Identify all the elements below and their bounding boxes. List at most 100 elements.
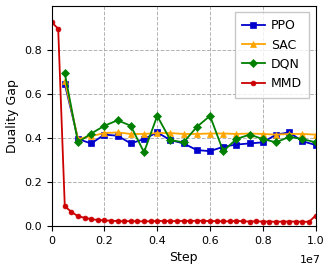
SAC [168, 131, 172, 135]
PPO [76, 137, 80, 141]
MMD [241, 220, 245, 223]
SAC [155, 131, 159, 135]
MMD [50, 21, 53, 24]
PPO [221, 145, 225, 149]
DQN [129, 124, 133, 127]
DQN [76, 141, 80, 144]
MMD [261, 220, 265, 223]
MMD [267, 220, 271, 223]
SAC [182, 132, 185, 136]
DQN [261, 137, 265, 141]
MMD [274, 220, 278, 223]
PPO [300, 140, 304, 143]
DQN [195, 125, 199, 129]
MMD [175, 220, 179, 223]
DQN [221, 150, 225, 153]
MMD [89, 218, 93, 221]
MMD [228, 220, 232, 223]
MMD [63, 205, 67, 208]
MMD [221, 220, 225, 223]
MMD [201, 219, 205, 222]
DQN [287, 135, 291, 139]
PPO [102, 133, 106, 136]
DQN [300, 137, 304, 141]
DQN [102, 124, 106, 127]
SAC [287, 132, 291, 136]
DQN [155, 114, 159, 117]
PPO [248, 142, 251, 145]
SAC [221, 132, 225, 135]
DQN [274, 141, 278, 144]
SAC [274, 133, 278, 136]
SAC [300, 132, 304, 136]
MMD [254, 220, 258, 223]
DQN [115, 119, 119, 122]
SAC [142, 132, 146, 136]
DQN [234, 137, 238, 141]
PPO [168, 139, 172, 142]
MMD [115, 220, 119, 223]
PPO [115, 134, 119, 137]
MMD [155, 219, 159, 222]
MMD [142, 220, 146, 223]
PPO [234, 143, 238, 146]
Line: DQN: DQN [62, 70, 319, 156]
MMD [208, 220, 212, 223]
MMD [135, 220, 139, 223]
MMD [56, 27, 60, 30]
DQN [89, 132, 93, 135]
SAC [234, 132, 238, 136]
MMD [248, 220, 251, 223]
SAC [314, 133, 317, 136]
MMD [307, 220, 311, 223]
PPO [314, 143, 317, 147]
PPO [208, 150, 212, 153]
MMD [76, 215, 80, 218]
MMD [214, 220, 218, 223]
MMD [129, 220, 133, 223]
SAC [195, 132, 199, 136]
PPO [195, 148, 199, 152]
Line: MMD: MMD [49, 20, 318, 224]
MMD [287, 220, 291, 223]
PPO [287, 131, 291, 134]
PPO [155, 131, 159, 134]
DQN [208, 114, 212, 117]
Text: 1e7: 1e7 [300, 255, 321, 265]
Legend: PPO, SAC, DQN, MMD: PPO, SAC, DQN, MMD [235, 12, 310, 97]
MMD [109, 219, 113, 222]
MMD [294, 220, 298, 223]
MMD [182, 219, 185, 222]
MMD [148, 220, 152, 223]
MMD [234, 219, 238, 222]
MMD [188, 220, 192, 223]
PPO [261, 141, 265, 144]
MMD [102, 219, 106, 222]
DQN [182, 141, 185, 144]
PPO [129, 142, 133, 145]
SAC [248, 132, 251, 135]
MMD [96, 218, 100, 222]
SAC [102, 131, 106, 135]
Line: SAC: SAC [62, 77, 319, 142]
SAC [76, 137, 80, 141]
PPO [142, 137, 146, 141]
MMD [122, 220, 126, 223]
PPO [63, 82, 67, 86]
MMD [314, 214, 317, 217]
SAC [208, 132, 212, 135]
Line: PPO: PPO [62, 81, 319, 154]
PPO [182, 142, 185, 145]
MMD [69, 210, 73, 214]
MMD [162, 220, 166, 223]
DQN [168, 139, 172, 142]
SAC [89, 134, 93, 138]
DQN [314, 141, 317, 144]
Y-axis label: Duality Gap: Duality Gap [6, 79, 18, 153]
MMD [280, 220, 284, 223]
MMD [82, 216, 86, 220]
SAC [63, 79, 67, 82]
DQN [248, 133, 251, 136]
SAC [261, 132, 265, 136]
DQN [63, 72, 67, 75]
